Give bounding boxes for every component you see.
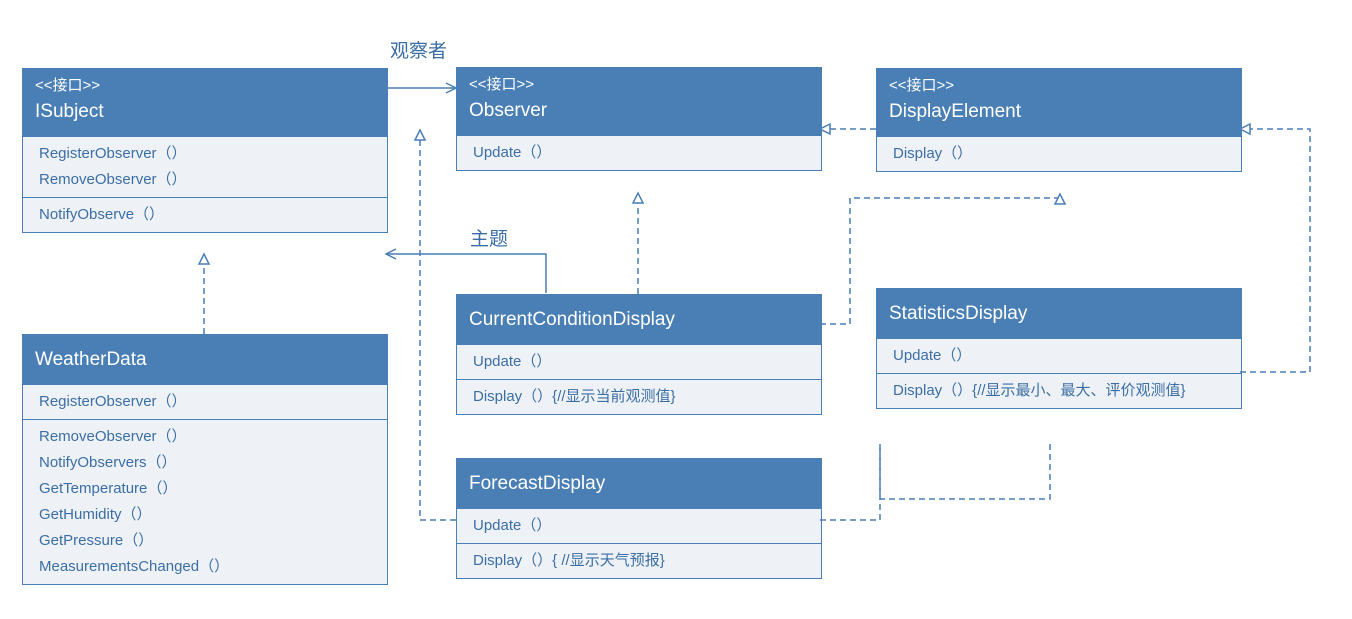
label-observer: 观察者 bbox=[390, 36, 447, 63]
method: Update（） bbox=[457, 349, 821, 375]
method: Display（） bbox=[877, 141, 1241, 167]
stereotype: <<接口>> bbox=[35, 77, 375, 95]
method-section: RemoveObserver（） NotifyObservers（） GetTe… bbox=[23, 419, 387, 584]
method-section: Update（） bbox=[457, 344, 821, 379]
stereotype: <<接口>> bbox=[889, 77, 1229, 95]
method: NotifyObservers（） bbox=[23, 450, 387, 476]
method: RegisterObserver（） bbox=[23, 389, 387, 415]
class-title: Observer bbox=[469, 98, 809, 125]
method: GetHumidity（） bbox=[23, 502, 387, 528]
box-forecast: ForecastDisplay Update（） Display（）{ //显示… bbox=[456, 458, 822, 579]
box-statistics: StatisticsDisplay Update（） Display（）{//显… bbox=[876, 288, 1242, 409]
method: Update（） bbox=[457, 513, 821, 539]
box-header: <<接口>> DisplayElement bbox=[877, 69, 1241, 136]
class-title: ISubject bbox=[35, 99, 375, 126]
box-header: ForecastDisplay bbox=[457, 459, 821, 508]
box-header: StatisticsDisplay bbox=[877, 289, 1241, 338]
method: Display（）{ //显示天气预报} bbox=[457, 548, 821, 574]
box-header: <<接口>> Observer bbox=[457, 68, 821, 135]
method: NotifyObserve（） bbox=[23, 202, 387, 228]
method-section: Display（）{ //显示天气预报} bbox=[457, 543, 821, 578]
method: GetTemperature（） bbox=[23, 476, 387, 502]
method-section: Display（） bbox=[877, 136, 1241, 171]
method: RegisterObserver（） bbox=[23, 141, 387, 167]
box-weatherdata: WeatherData RegisterObserver（） RemoveObs… bbox=[22, 334, 388, 585]
label-subject: 主题 bbox=[470, 224, 508, 251]
box-header: WeatherData bbox=[23, 335, 387, 384]
box-displayelement: <<接口>> DisplayElement Display（） bbox=[876, 68, 1242, 172]
method: Display（）{//显示当前观测值} bbox=[457, 384, 821, 410]
class-title: ForecastDisplay bbox=[469, 471, 809, 498]
class-title: DisplayElement bbox=[889, 99, 1229, 126]
method-section: Display（）{//显示最小、最大、评价观测值} bbox=[877, 373, 1241, 408]
method: MeasurementsChanged（） bbox=[23, 554, 387, 580]
method-section: RegisterObserver（） bbox=[23, 384, 387, 419]
method: Display（）{//显示最小、最大、评价观测值} bbox=[877, 378, 1241, 404]
box-header: <<接口>> ISubject bbox=[23, 69, 387, 136]
method-section: Update（） bbox=[877, 338, 1241, 373]
method-section: Display（）{//显示当前观测值} bbox=[457, 379, 821, 414]
method: RemoveObserver（） bbox=[23, 424, 387, 450]
box-header: CurrentConditionDisplay bbox=[457, 295, 821, 344]
method-section: Update（） bbox=[457, 508, 821, 543]
method-section: RegisterObserver（） RemoveObserver（） bbox=[23, 136, 387, 197]
method-section: NotifyObserve（） bbox=[23, 197, 387, 232]
method: GetPressure（） bbox=[23, 528, 387, 554]
class-title: StatisticsDisplay bbox=[889, 301, 1229, 328]
method-section: Update（） bbox=[457, 135, 821, 170]
class-title: WeatherData bbox=[35, 347, 375, 374]
uml-canvas: 观察者 主题 <<接口>> ISubject RegisterObserver（… bbox=[0, 0, 1352, 619]
method: RemoveObserver（） bbox=[23, 167, 387, 193]
class-title: CurrentConditionDisplay bbox=[469, 307, 809, 334]
box-isubject: <<接口>> ISubject RegisterObserver（） Remov… bbox=[22, 68, 388, 233]
method: Update（） bbox=[457, 140, 821, 166]
box-currentcondition: CurrentConditionDisplay Update（） Display… bbox=[456, 294, 822, 415]
box-observer: <<接口>> Observer Update（） bbox=[456, 67, 822, 171]
stereotype: <<接口>> bbox=[469, 76, 809, 94]
method: Update（） bbox=[877, 343, 1241, 369]
